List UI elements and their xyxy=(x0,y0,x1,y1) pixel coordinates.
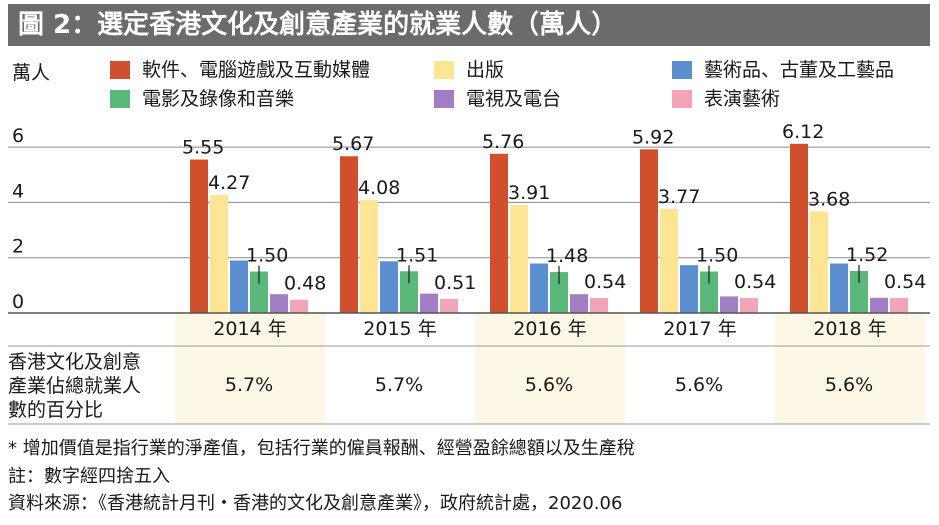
value-label: 5.67 xyxy=(332,133,374,155)
legend-item-art-antiques: 藝術品、古董及工藝品 xyxy=(672,59,894,81)
legend-label: 電影及錄像和音樂 xyxy=(142,88,295,110)
value-label: 5.76 xyxy=(482,131,524,153)
value-label: 3.91 xyxy=(508,182,550,204)
share-value-2017: 5.6% xyxy=(674,374,724,396)
bar xyxy=(550,272,568,313)
bar xyxy=(740,298,758,313)
share-value-2014: 5.7% xyxy=(224,374,274,396)
bar-chart: 0 2 4 6 5.55 4.27 1.50 0.48 2014 年 5.67 4.08 1.51 0.… xyxy=(8,121,930,425)
bar xyxy=(230,260,248,313)
legend-swatch xyxy=(434,90,454,108)
bar xyxy=(400,271,418,313)
x-tick-label: 2016 年 xyxy=(513,318,586,340)
footnote-source: 資料來源：《香港統計月刊・香港的文化及創意產業》，政府統計處，2020.06 xyxy=(8,493,623,514)
x-tick-label: 2018 年 xyxy=(813,318,886,340)
bar xyxy=(680,265,698,313)
value-label: 3.77 xyxy=(658,186,700,208)
value-label: 5.55 xyxy=(182,137,224,159)
bar xyxy=(340,156,358,313)
share-label-line: 數的百分比 xyxy=(8,399,104,421)
value-label: 0.54 xyxy=(584,271,626,293)
legend-label: 軟件、電腦遊戲及互動媒體 xyxy=(142,59,371,81)
legend-item-performing-arts: 表演藝術 xyxy=(672,88,780,110)
value-label: 1.52 xyxy=(846,244,888,266)
value-label: 0.51 xyxy=(434,272,476,294)
footnote-value-added: * 增加價值是指行業的淨產值，包括行業的僱員報酬、經營盈餘總額以及生產稅 xyxy=(8,438,635,459)
value-label: 1.51 xyxy=(396,244,438,266)
x-tick-label: 2015 年 xyxy=(363,318,436,340)
share-value-2016: 5.6% xyxy=(524,374,574,396)
legend-swatch xyxy=(672,61,692,79)
bar xyxy=(290,299,308,313)
y-tick-label: 4 xyxy=(12,180,24,202)
bar xyxy=(870,297,888,313)
bar xyxy=(890,298,908,313)
bar xyxy=(210,194,228,313)
chart-title: 圖 2：選定香港文化及創意產業的就業人數（萬人） xyxy=(8,4,930,46)
bar xyxy=(590,298,608,313)
bar xyxy=(830,263,848,313)
bar xyxy=(420,293,438,313)
legend-label: 表演藝術 xyxy=(704,88,781,110)
value-label: 3.68 xyxy=(808,188,850,210)
legend-label: 電視及電台 xyxy=(466,88,562,110)
legend-item-publishing: 出版 xyxy=(434,59,504,81)
value-label: 6.12 xyxy=(782,121,824,143)
bar xyxy=(490,153,508,313)
legend-label: 藝術品、古董及工藝品 xyxy=(704,59,895,81)
legend-swatch xyxy=(110,90,130,108)
bar xyxy=(360,200,378,313)
share-row-label: 香港文化及創意 產業佔總就業人 數的百分比 xyxy=(8,350,178,422)
category-band xyxy=(175,312,325,424)
x-tick-label: 2017 年 xyxy=(663,318,736,340)
x-tick-label: 2014 年 xyxy=(213,318,286,340)
share-label-line: 產業佔總就業人 xyxy=(8,375,142,397)
bar xyxy=(660,208,678,313)
bar xyxy=(270,294,288,313)
value-label: 0.54 xyxy=(734,271,776,293)
bar xyxy=(570,294,588,313)
value-label: 1.50 xyxy=(246,245,288,267)
bar xyxy=(440,298,458,313)
bar xyxy=(640,149,658,313)
bar xyxy=(510,204,528,313)
y-tick-label: 2 xyxy=(12,236,24,258)
legend-label: 出版 xyxy=(466,59,505,81)
bar xyxy=(530,263,548,313)
bar xyxy=(810,211,828,313)
bar xyxy=(720,296,738,313)
value-label: 4.08 xyxy=(358,177,400,199)
category-band xyxy=(475,312,625,424)
share-value-2015: 5.7% xyxy=(374,374,424,396)
legend-swatch xyxy=(110,61,130,79)
share-label-line: 香港文化及創意 xyxy=(8,351,142,373)
legend-swatch xyxy=(672,90,692,108)
bar xyxy=(700,271,718,313)
share-value-2018: 5.6% xyxy=(824,374,874,396)
value-label: 1.50 xyxy=(696,245,738,267)
value-label: 1.48 xyxy=(546,245,588,267)
value-label: 0.54 xyxy=(884,271,926,293)
value-label: 0.48 xyxy=(284,273,326,295)
bar xyxy=(380,261,398,313)
footnote-rounding: 註：數字經四捨五入 xyxy=(8,466,170,487)
legend-item-software: 軟件、電腦遊戲及互動媒體 xyxy=(110,59,370,81)
unit-label: 萬人 xyxy=(12,62,51,84)
y-tick-label: 0 xyxy=(12,291,24,313)
bar xyxy=(850,270,868,313)
category-band xyxy=(775,312,925,424)
bar xyxy=(790,143,808,313)
legend-item-film-music: 電影及錄像和音樂 xyxy=(110,88,294,110)
legend-swatch xyxy=(434,61,454,79)
bar xyxy=(190,159,208,313)
value-label: 5.92 xyxy=(632,126,674,148)
value-label: 4.27 xyxy=(208,172,250,194)
y-tick-label: 6 xyxy=(12,125,24,147)
bar xyxy=(250,271,268,313)
legend-item-tv-radio: 電視及電台 xyxy=(434,88,561,110)
